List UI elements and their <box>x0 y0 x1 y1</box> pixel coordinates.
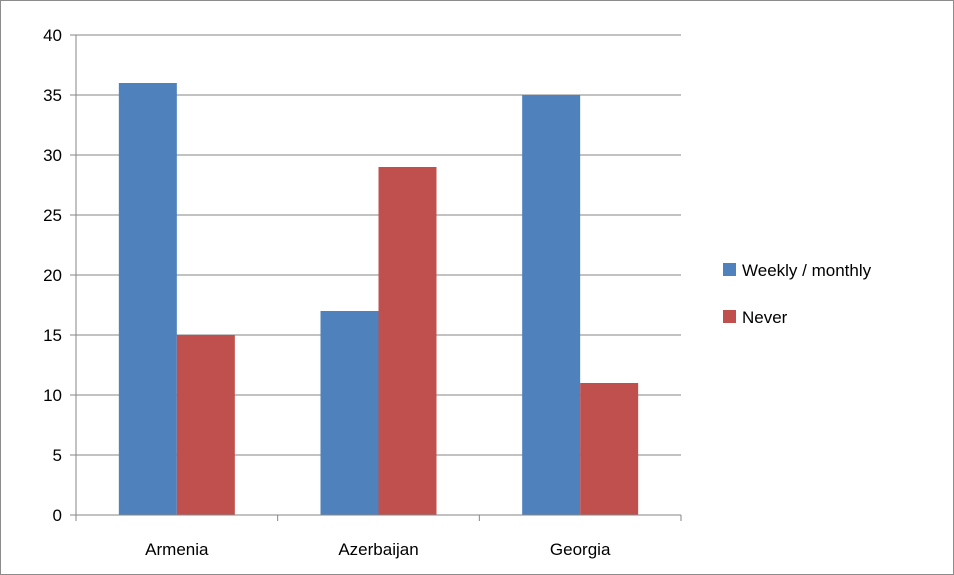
legend-swatch <box>723 263 736 276</box>
legend-label: Never <box>742 308 788 327</box>
bar-azerbaijan-never <box>378 167 437 515</box>
y-tick-label: 5 <box>53 446 62 465</box>
bar-azerbaijan-weekly-monthly <box>320 311 379 515</box>
y-tick-label: 40 <box>43 26 62 45</box>
y-tick-label: 20 <box>43 266 62 285</box>
legend-label: Weekly / monthly <box>742 261 872 280</box>
bar-armenia-never <box>176 335 235 515</box>
y-tick-label: 30 <box>43 146 62 165</box>
y-tick-label: 15 <box>43 326 62 345</box>
legend-swatch <box>723 310 736 323</box>
y-tick-label: 25 <box>43 206 62 225</box>
bar-armenia-weekly-monthly <box>118 83 177 515</box>
tick-labels: 0 5 10 15 20 25 30 35 40 Armenia Azerbaijan Georgia <box>43 26 611 559</box>
bar-georgia-weekly-monthly <box>522 95 581 515</box>
axes <box>70 34 682 521</box>
x-tick-label: Azerbaijan <box>338 540 418 559</box>
y-tick-label: 35 <box>43 86 62 105</box>
bars <box>118 83 639 515</box>
x-tick-label: Georgia <box>550 540 611 559</box>
x-tick-label: Armenia <box>145 540 209 559</box>
legend: Weekly / monthly Never <box>723 261 872 327</box>
y-tick-label: 10 <box>43 386 62 405</box>
bar-georgia-never <box>580 383 639 515</box>
y-tick-label: 0 <box>53 506 62 525</box>
